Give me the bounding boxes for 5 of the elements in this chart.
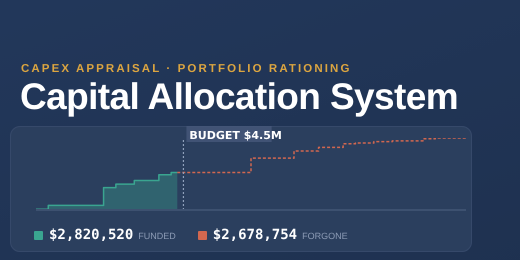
legend-label: $2,678,754 FORGONE bbox=[212, 227, 348, 243]
annotation: BUDGET $4.5M bbox=[189, 129, 282, 142]
chart-subtitle: CAPEX APPRAISAL · PORTFOLIO RATIONING bbox=[21, 63, 352, 75]
chart-title: Capital Allocation System bbox=[20, 76, 458, 118]
legend-label: $2,820,520 FUNDED bbox=[49, 227, 176, 243]
